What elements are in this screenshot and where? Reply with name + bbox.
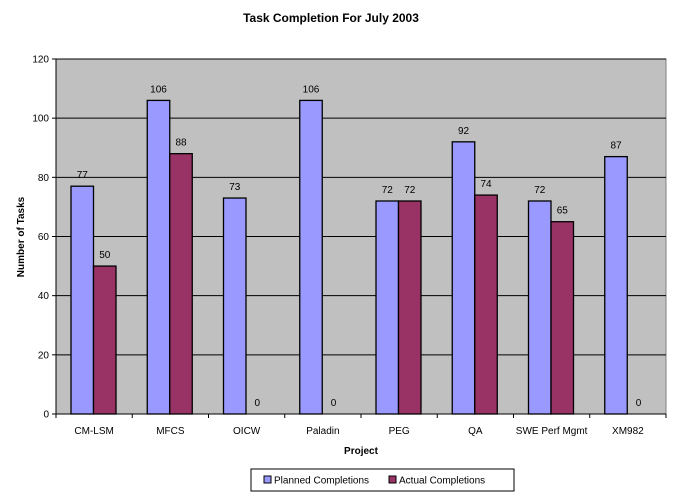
x-tick-label: Paladin bbox=[306, 426, 339, 437]
bars bbox=[70, 99, 628, 415]
bar-planned-swe-perf-mgmt bbox=[527, 200, 552, 415]
bar-actual-mfcs bbox=[169, 153, 193, 415]
legend-swatch-planned bbox=[263, 475, 272, 484]
x-tick-label: QA bbox=[468, 426, 483, 437]
y-tick-label: 120 bbox=[32, 55, 49, 66]
x-axis-title: Project bbox=[344, 446, 379, 457]
x-tick-label: OICW bbox=[233, 426, 261, 437]
y-tick-label: 0 bbox=[43, 410, 49, 421]
bar-planned-paladin bbox=[299, 99, 323, 415]
bar-actual-swe-perf-mgmt bbox=[550, 221, 575, 415]
x-tick-label: MFCS bbox=[156, 426, 185, 437]
x-tick-label: SWE Perf Mgmt bbox=[516, 426, 588, 437]
data-label: 0 bbox=[636, 398, 642, 409]
legend-label-planned: Planned Completions bbox=[274, 476, 369, 487]
y-tick-label: 20 bbox=[38, 350, 50, 361]
legend: Planned Completions Actual Completions bbox=[250, 468, 515, 492]
data-labels: 77 50 106 88 73 0 106 0 72 72 92 74 72 65 87 0 bbox=[77, 84, 642, 409]
bar-planned-qa bbox=[451, 141, 476, 415]
y-tick-label: 60 bbox=[38, 232, 50, 243]
data-label: 88 bbox=[175, 138, 187, 149]
axes bbox=[52, 58, 667, 418]
bar-actual-cm-lsm bbox=[92, 265, 117, 415]
x-tick-label: XM982 bbox=[612, 426, 644, 437]
data-label: 0 bbox=[331, 398, 337, 409]
data-label: 106 bbox=[303, 84, 320, 95]
y-tick-label: 100 bbox=[32, 114, 49, 125]
legend-swatch-actual bbox=[388, 475, 397, 484]
data-label: 72 bbox=[404, 185, 416, 196]
bar-actual-peg bbox=[397, 200, 422, 415]
data-label: 50 bbox=[99, 250, 111, 261]
y-tick-labels: 0 20 40 60 80 100 120 bbox=[32, 55, 49, 421]
y-tick-label: 80 bbox=[38, 173, 50, 184]
data-label: 0 bbox=[254, 398, 260, 409]
bar-planned-mfcs bbox=[146, 99, 171, 415]
data-label: 77 bbox=[77, 170, 89, 181]
bar-planned-xm982 bbox=[604, 155, 628, 415]
y-tick-label: 40 bbox=[38, 291, 50, 302]
data-label: 65 bbox=[557, 206, 569, 217]
data-label: 87 bbox=[610, 141, 622, 152]
data-label: 72 bbox=[382, 185, 394, 196]
x-tick-labels: CM-LSM MFCS OICW Paladin PEG QA SWE Perf Mgmt X… bbox=[74, 426, 644, 437]
bar-actual-qa bbox=[474, 194, 498, 415]
data-label: 73 bbox=[229, 182, 241, 193]
legend-box bbox=[250, 468, 515, 492]
data-label: 92 bbox=[458, 126, 470, 137]
data-label: 106 bbox=[150, 84, 167, 95]
chart-title: Task Completion For July 2003 bbox=[243, 11, 419, 25]
legend-label-actual: Actual Completions bbox=[399, 476, 485, 487]
y-axis-title: Number of Tasks bbox=[16, 196, 27, 277]
x-tick-label: CM-LSM bbox=[74, 426, 113, 437]
data-label: 72 bbox=[534, 185, 546, 196]
bar-planned-oicw bbox=[222, 197, 247, 415]
x-tick-label: PEG bbox=[389, 426, 410, 437]
bar-planned-cm-lsm bbox=[70, 185, 95, 415]
bar-planned-peg bbox=[375, 200, 400, 415]
data-label: 74 bbox=[480, 179, 492, 190]
